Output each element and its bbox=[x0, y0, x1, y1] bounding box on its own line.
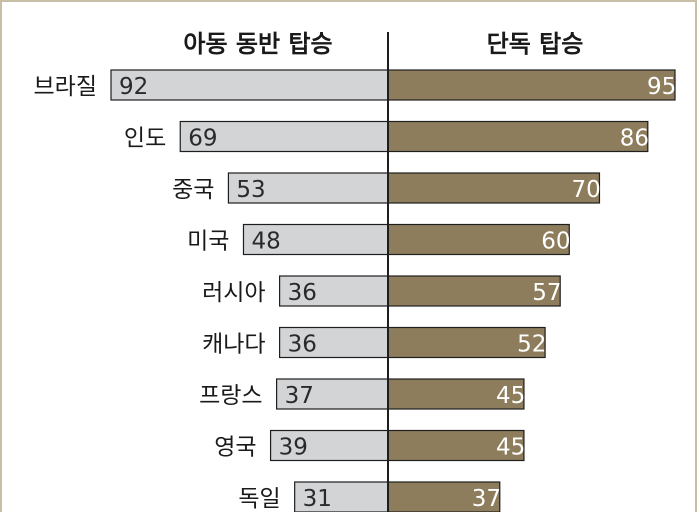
value-label-right-0: 95 bbox=[647, 74, 676, 100]
category-label-8: 독일 bbox=[238, 486, 280, 512]
value-label-right-8: 37 bbox=[472, 486, 501, 512]
bar-right-1 bbox=[387, 120, 649, 153]
value-label-left-4: 36 bbox=[288, 280, 317, 306]
right-header: 단독 탑승 bbox=[487, 30, 584, 58]
category-label-3: 미국 bbox=[187, 229, 229, 255]
value-label-right-7: 45 bbox=[496, 435, 525, 461]
category-label-0: 브라질 bbox=[34, 74, 97, 100]
value-label-right-6: 45 bbox=[496, 383, 525, 409]
category-label-4: 러시아 bbox=[202, 280, 265, 306]
value-label-right-2: 70 bbox=[571, 177, 600, 203]
bar-right-2 bbox=[387, 172, 601, 204]
value-label-left-2: 53 bbox=[236, 177, 265, 203]
bar-left-6 bbox=[275, 378, 389, 410]
category-label-2: 중국 bbox=[172, 177, 214, 203]
value-label-right-1: 86 bbox=[620, 126, 649, 152]
bar-left-7 bbox=[269, 429, 389, 462]
value-label-left-0: 92 bbox=[119, 74, 148, 100]
bar-left-8 bbox=[294, 481, 389, 512]
category-label-7: 영국 bbox=[214, 435, 256, 461]
bar-left-2 bbox=[227, 172, 389, 204]
value-label-left-1: 69 bbox=[188, 126, 217, 152]
left-header: 아동 동반 탑승 bbox=[183, 30, 332, 58]
bar-right-6 bbox=[387, 378, 525, 410]
value-label-right-4: 57 bbox=[532, 280, 561, 306]
bar-right-0 bbox=[387, 69, 676, 101]
bar-right-3 bbox=[387, 223, 570, 256]
value-label-left-8: 31 bbox=[303, 486, 332, 512]
bar-left-0 bbox=[110, 69, 389, 101]
value-label-left-3: 48 bbox=[251, 229, 280, 255]
value-label-left-6: 37 bbox=[285, 383, 314, 409]
category-label-5: 캐나다 bbox=[202, 332, 265, 358]
bar-right-7 bbox=[387, 429, 525, 462]
value-label-left-5: 36 bbox=[288, 332, 317, 358]
category-label-1: 인도 bbox=[124, 126, 166, 152]
bar-left-3 bbox=[242, 223, 389, 256]
bar-right-4 bbox=[387, 275, 561, 307]
category-label-6: 프랑스 bbox=[199, 383, 262, 409]
value-label-left-7: 39 bbox=[279, 435, 308, 461]
value-label-right-5: 52 bbox=[517, 332, 546, 358]
value-label-right-3: 60 bbox=[541, 229, 570, 255]
bar-right-5 bbox=[387, 326, 546, 359]
